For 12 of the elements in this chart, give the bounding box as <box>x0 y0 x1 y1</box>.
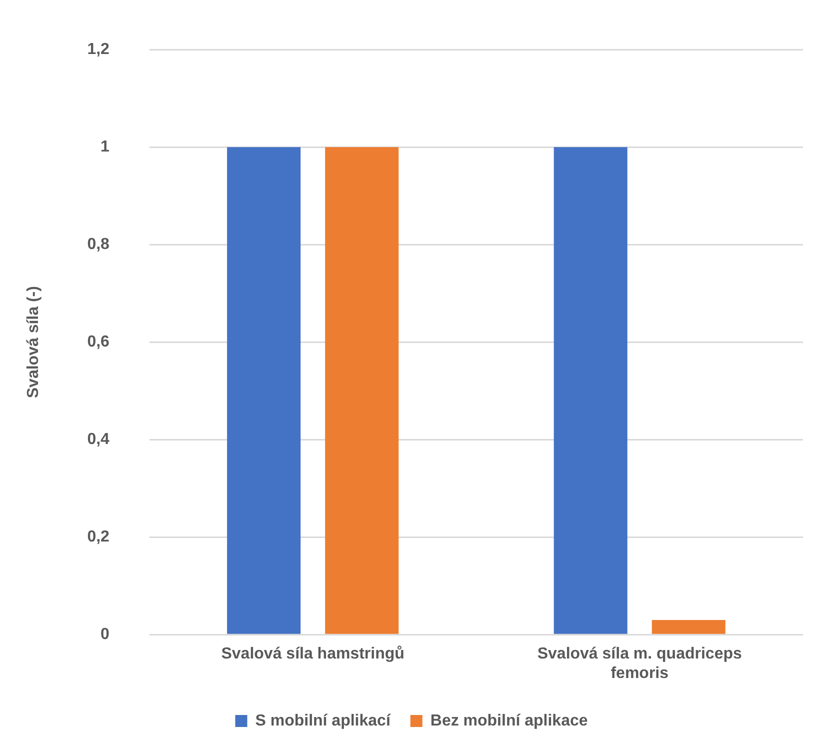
y-tick-label: 0,2 <box>87 528 110 546</box>
legend-label: Bez mobilní aplikace <box>430 712 588 730</box>
y-tick-label: 0,8 <box>87 236 110 254</box>
y-tick-label: 0,6 <box>87 334 110 351</box>
legend-label: S mobilní aplikací <box>255 712 391 730</box>
x-tick-label: Svalová síla hamstringů <box>221 646 404 663</box>
y-tick-label: 0,4 <box>87 431 110 448</box>
x-tick-label: Svalová síla m. quadriceps femoris <box>537 646 742 682</box>
y-tick-label: 1 <box>100 138 110 156</box>
y-axis-title: Svalová síla (-) <box>25 286 42 398</box>
y-tick-label: 0 <box>100 626 110 644</box>
y-tick-label: 1,2 <box>87 41 110 58</box>
